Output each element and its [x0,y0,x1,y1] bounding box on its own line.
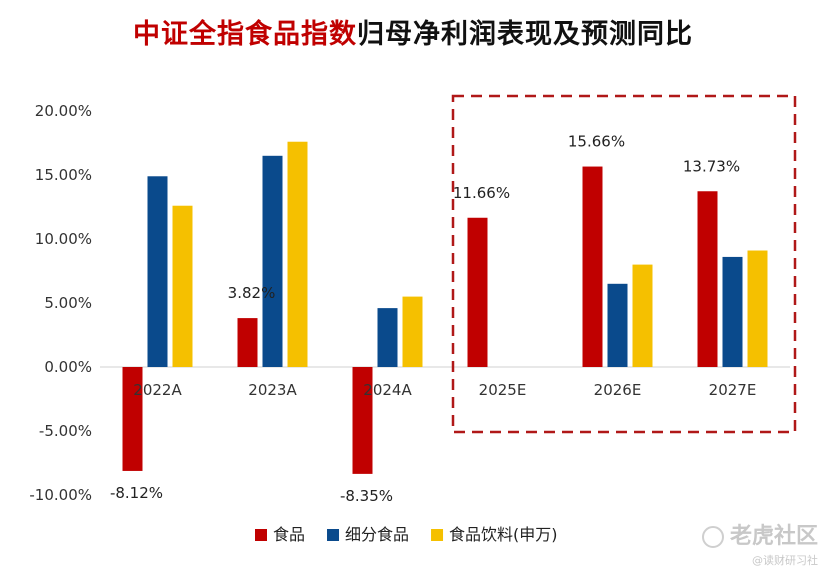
y-tick-label: 10.00% [35,230,92,248]
bar-食品-2026E [582,166,603,367]
y-tick-label: -5.00% [39,422,92,440]
x-tick-label: 2022A [133,381,182,399]
bar-细分食品-2024A [377,308,398,367]
chart-title-rest: 归母净利润表现及预测同比 [357,19,693,50]
data-label: 13.73% [683,157,740,175]
data-label: 11.66% [453,184,510,202]
data-label: 15.66% [568,133,625,151]
data-label: -8.12% [110,484,163,502]
bar-食品-2027E [697,191,718,367]
legend-label: 食品 [273,525,305,544]
bar-食品饮料(申万)-2027E [747,250,768,367]
watermark-sub: @读财研习社 [752,554,818,567]
x-tick-label: 2023A [248,381,297,399]
bar-食品饮料(申万)-2022A [172,205,193,367]
legend-swatch-食品 [255,529,267,541]
x-tick-label: 2025E [479,381,527,399]
x-tick-label: 2024A [363,381,412,399]
data-label: -8.35% [340,487,393,505]
forecast-highlight-box [451,94,797,434]
y-tick-label: -10.00% [29,486,92,504]
legend-label: 细分食品 [345,525,409,544]
bar-细分食品-2022A [147,176,168,367]
y-tick-label: 20.00% [35,102,92,120]
bar-细分食品-2026E [607,283,628,367]
bar-食品-2025E [467,217,488,367]
bar-食品-2024A [352,367,373,474]
data-label: 3.82% [228,284,276,302]
watermark-main: 老虎社区 [729,524,818,549]
y-tick-label: 0.00% [44,358,92,376]
bar-细分食品-2023A [262,155,283,367]
x-tick-label: 2026E [594,381,642,399]
y-tick-label: 5.00% [44,294,92,312]
bar-食品饮料(申万)-2023A [287,141,308,367]
watermark: 老虎社区 @读财研习社 [701,518,818,568]
legend-label: 食品饮料(申万) [449,525,558,544]
bar-细分食品-2027E [722,256,743,367]
bar-食品饮料(申万)-2026E [632,264,653,367]
legend-swatch-细分食品 [327,529,340,541]
chart-title-highlight: 中证全指食品指数 [133,19,357,50]
chart-title: 中证全指食品指数归母净利润表现及预测同比 [0,12,826,51]
bar-食品-2023A [237,318,258,367]
watermark-logo-icon [701,526,724,548]
bar-食品-2022A [122,367,143,471]
legend-swatch-食品饮料(申万) [431,529,444,541]
x-tick-label: 2027E [709,381,757,399]
y-tick-label: 15.00% [35,166,92,184]
bar-食品饮料(申万)-2024A [402,296,423,367]
